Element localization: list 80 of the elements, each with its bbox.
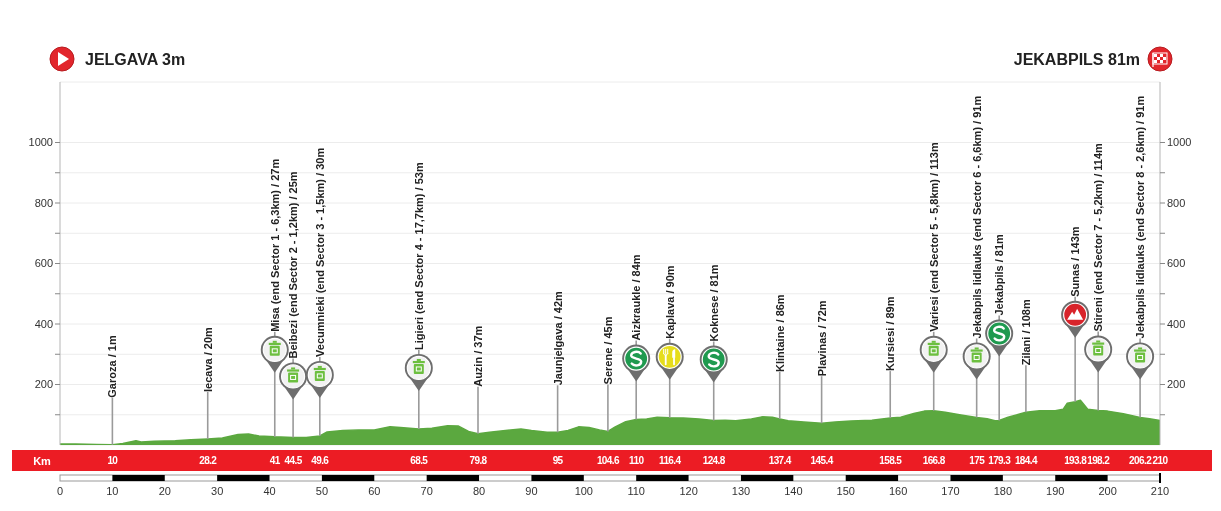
- annotation: Auzin / 37m: [472, 325, 484, 387]
- x-tick-label: 10: [106, 484, 119, 497]
- x2-tick-label: 28.2: [199, 455, 218, 467]
- x2-tick-label: 10: [107, 455, 119, 467]
- annotation: Beibezi (end Sector 2 - 1,2km) / 25m: [287, 171, 300, 359]
- annotation: Jekabpils lidlauks (end Sector 6 - 6,6km) / 91m: [970, 95, 983, 339]
- text: JEKABPILS 81m: [1013, 51, 1140, 68]
- x2-tick-label: 198.2: [1087, 455, 1111, 467]
- x2-tick-label: 68.5: [410, 455, 429, 467]
- annotation: Misa (end Sector 1 - 6,3km) / 27m: [268, 158, 281, 332]
- annotation: Jekabpils / 81m: [993, 233, 1006, 316]
- x-tick-label: 210: [1150, 484, 1170, 497]
- x2-tick-label: 79.8: [469, 455, 488, 467]
- x2-axis-title: Km: [33, 455, 52, 467]
- x2-tick-label: 175: [969, 455, 986, 467]
- y2-tick-label: 200: [1167, 378, 1186, 391]
- x-tick-label: 110: [627, 484, 645, 497]
- x2-tick-label: 137.4: [768, 455, 792, 467]
- x2-tick-label: 206.2: [1129, 455, 1153, 467]
- y-tick-label: 600: [34, 257, 53, 270]
- x2-tick-label: 179.3: [988, 455, 1012, 467]
- x2-tick-label: 95: [552, 455, 564, 467]
- y2-tick-label: 600: [1167, 257, 1186, 270]
- y2-tick-label: 800: [1167, 196, 1186, 209]
- x-tick-label: 130: [731, 484, 751, 497]
- annotation: Iecava / 20m: [201, 326, 214, 392]
- x-tick-label: 120: [679, 484, 698, 497]
- annotation: Variesi (end Sector 5 - 5,8km) / 113m: [927, 142, 940, 332]
- y-tick-label: 200: [34, 378, 53, 391]
- annotation: Jekabpils lidlauks (end Sector 8 - 2,6km) / 91m: [1134, 95, 1147, 339]
- x2-tick-label: 210: [1152, 455, 1169, 467]
- y2-tick-label: 400: [1167, 317, 1186, 330]
- annotation: Ligieri (end Sector 4 - 17,7km) / 53m: [412, 162, 425, 350]
- annotation: Klintaine / 86m: [773, 294, 786, 372]
- x2-tick-label: 166.8: [922, 455, 946, 467]
- x-tick-label: 140: [784, 484, 803, 497]
- y2-tick-label: 1000: [1167, 136, 1192, 149]
- x-tick-label: 40: [263, 484, 276, 497]
- x-tick-label: 70: [420, 484, 433, 497]
- annotation: Zilani / 108m: [1019, 299, 1032, 366]
- x2-tick-label: 44.5: [284, 455, 303, 467]
- annotation: Vecumnieki (end Sector 3 - 1,5km) / 30m: [313, 147, 326, 357]
- x-tick-label: 100: [574, 484, 593, 497]
- x2-tick-label: 184.4: [1014, 455, 1038, 467]
- x-tick-label: 200: [1098, 484, 1117, 497]
- annotation: Kursiesi / 89m: [884, 296, 897, 372]
- annotation: Sunas / 143m: [1069, 226, 1082, 297]
- x2-tick-label: 193.8: [1064, 455, 1088, 467]
- y-tick-label: 1000: [28, 136, 53, 149]
- text: JELGAVA 3m: [85, 51, 186, 68]
- x-tick-label: 180: [993, 484, 1013, 497]
- x2-tick-label: 41: [269, 455, 281, 467]
- x2-tick-label: 116.4: [658, 455, 682, 467]
- x-tick-label: 30: [211, 484, 224, 497]
- x-tick-label: 160: [888, 484, 908, 497]
- x-tick-label: 60: [368, 484, 381, 497]
- x2-tick-label: 110: [629, 455, 645, 467]
- x2-tick-label: 145.4: [810, 455, 834, 467]
- x-tick-label: 90: [525, 484, 538, 497]
- annotation: Jaunjelgava / 42m: [551, 290, 564, 386]
- annotation: Garoza / 1m: [106, 335, 119, 398]
- x-tick-label: 20: [158, 484, 171, 497]
- annotation: Aizkraukle / 84m: [630, 254, 643, 341]
- x-tick-label: 50: [315, 484, 329, 497]
- y-tick-label: 400: [34, 317, 53, 330]
- annotation: Kaplava / 90m: [663, 265, 676, 339]
- x2-tick-label: 158.5: [879, 455, 903, 467]
- x-tick-label: 170: [941, 484, 960, 497]
- x-tick-label: 80: [472, 484, 486, 497]
- x-tick-label: 150: [836, 484, 855, 497]
- annotation: Koknese / 81m: [707, 264, 720, 342]
- annotation: Serene / 45m: [601, 316, 614, 385]
- y-tick-label: 800: [34, 196, 53, 209]
- annotation: Stireni (end Sector 7 - 5,2km) / 114m: [1092, 143, 1105, 332]
- x2-tick-label: 124.8: [702, 455, 726, 467]
- annotation: Plavinas / 72m: [815, 300, 828, 377]
- x2-tick-label: 104.6: [596, 455, 620, 467]
- x-tick-label: 0: [56, 484, 64, 497]
- x-tick-label: 190: [1046, 484, 1065, 497]
- x2-tick-label: 49.6: [311, 455, 330, 467]
